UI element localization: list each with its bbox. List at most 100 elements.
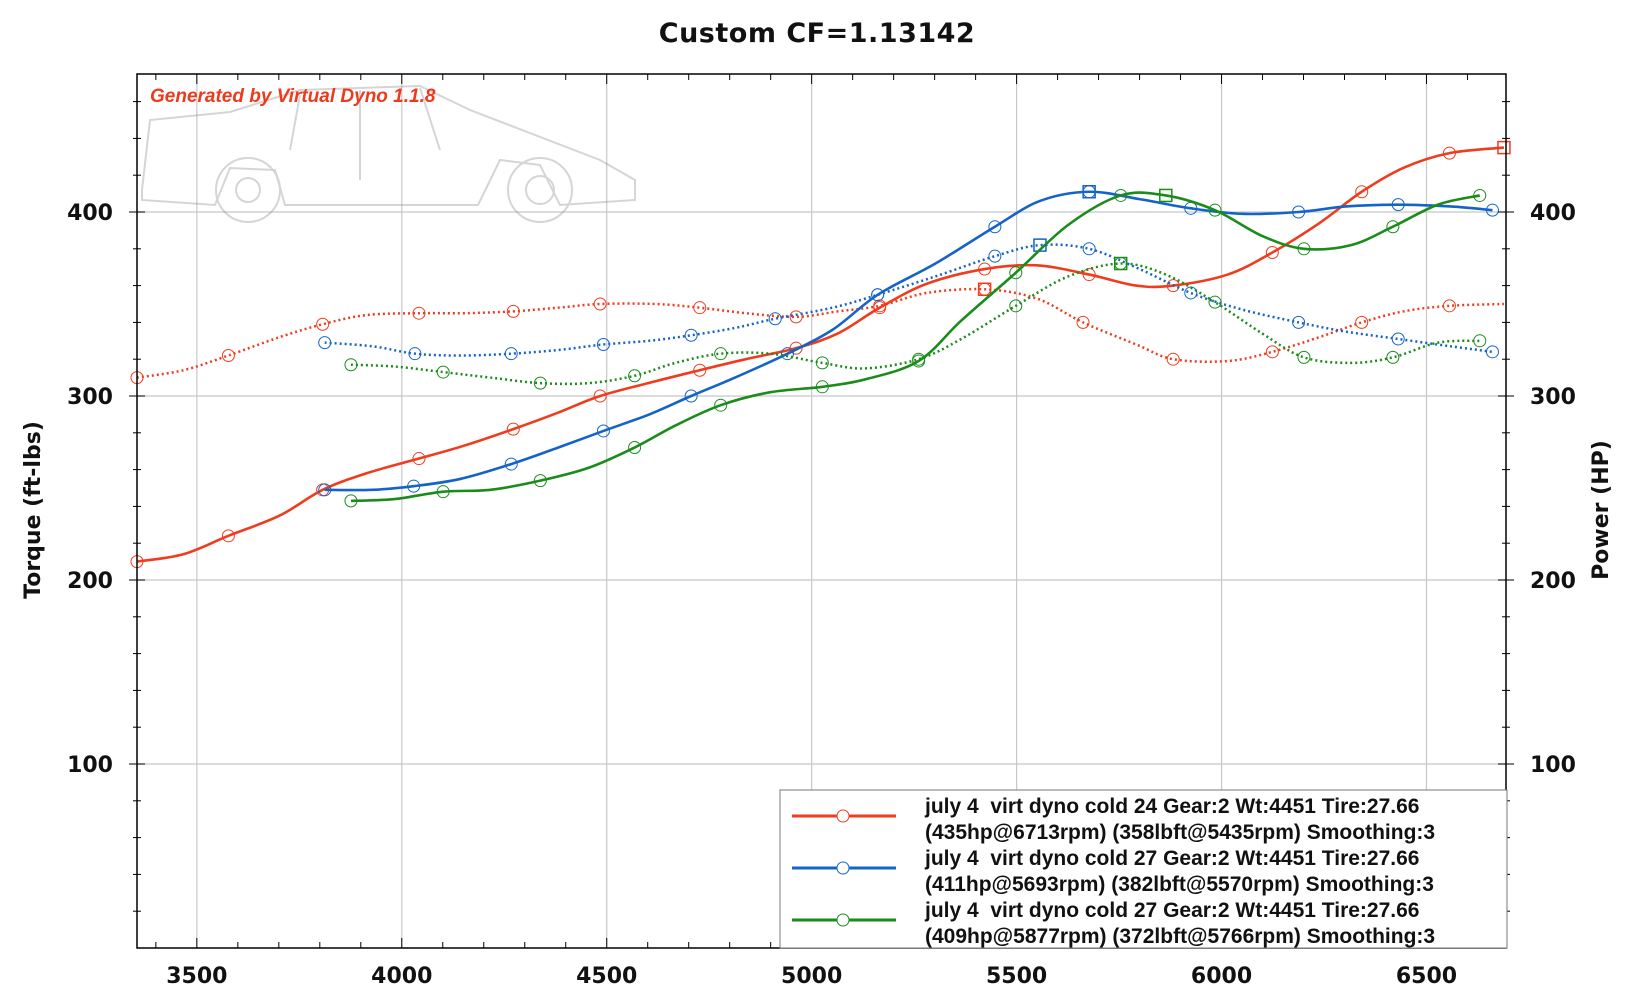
power-point [714, 398, 728, 412]
peak-power-marker [1082, 185, 1096, 199]
torque-point [1208, 295, 1222, 309]
power-point [684, 389, 698, 403]
power-point [1391, 198, 1405, 212]
x-tick-label: 3500 [166, 964, 227, 989]
torque-point [593, 297, 607, 311]
torque-point [1442, 299, 1456, 313]
power-line [350, 191, 1481, 503]
power-point [344, 494, 358, 508]
torque-point [1297, 350, 1311, 364]
torque-line [324, 243, 1493, 357]
power-line [136, 146, 1505, 563]
power-point [1082, 268, 1096, 282]
y-tick-label: 200 [67, 569, 113, 594]
torque-point [1009, 299, 1023, 313]
peak-torque-marker [977, 282, 992, 297]
torque-line [136, 287, 1504, 379]
torque-point [1076, 315, 1090, 329]
legend-marker [836, 913, 850, 927]
legend-summary: (411hp@5693rpm) (382lbft@5570rpm) Smooth… [925, 873, 1434, 896]
torque-point [912, 352, 926, 366]
power-point [221, 529, 235, 543]
torque-point [344, 358, 358, 372]
y2-axis-title: Power (HP) [1589, 440, 1614, 580]
x-tick-label: 6500 [1396, 964, 1457, 989]
watermark-text: Generated by Virtual Dyno 1.1.8 [150, 86, 436, 107]
power-point [596, 424, 610, 438]
torque-point [988, 249, 1002, 263]
y2-tick-label: 300 [1530, 385, 1576, 410]
legend-label: july 4 virt dyno cold 27 Gear:2 Wt:4451 … [924, 899, 1419, 922]
torque-point [693, 301, 707, 315]
torque-point [815, 356, 829, 370]
x-tick-label: 4000 [371, 964, 432, 989]
power-point [780, 347, 794, 361]
car-watermark-image [141, 84, 636, 223]
x-tick-label: 4500 [576, 964, 637, 989]
power-point [988, 220, 1002, 234]
y-axis-title: Torque (ft-lbs) [21, 421, 46, 599]
power-point [1009, 266, 1023, 280]
legend: july 4 virt dyno cold 24 Gear:2 Wt:4451 … [779, 789, 1508, 949]
torque-point [596, 337, 610, 351]
torque-point [1184, 286, 1198, 300]
power-point [407, 479, 421, 493]
legend-summary: (409hp@5877rpm) (372lbft@5766rpm) Smooth… [925, 925, 1435, 948]
y2-tick-label: 100 [1530, 753, 1576, 778]
power-point [1292, 205, 1306, 219]
power-point [1265, 245, 1279, 259]
power-point [1297, 242, 1311, 256]
legend-item: july 4 virt dyno cold 24 Gear:2 Wt:4451 … [792, 795, 1435, 844]
torque-point [1485, 345, 1499, 359]
torque-point [768, 312, 782, 326]
power-point [815, 380, 829, 394]
power-point [504, 457, 518, 471]
torque-point [714, 347, 728, 361]
torque-point [316, 317, 330, 331]
torque-point [1473, 334, 1487, 348]
y2-tick-label: 400 [1530, 201, 1576, 226]
power-point [1114, 188, 1128, 202]
power-point [1355, 185, 1369, 199]
torque-point [1166, 352, 1180, 366]
power-point [1208, 203, 1222, 217]
curves [130, 140, 1511, 569]
y-tick-label: 400 [67, 201, 113, 226]
torque-point [1265, 345, 1279, 359]
torque-point [1082, 242, 1096, 256]
y2-tick-label: 200 [1530, 569, 1576, 594]
torque-point [871, 288, 885, 302]
power-point [1485, 203, 1499, 217]
torque-point [789, 310, 803, 324]
torque-point [504, 347, 518, 361]
legend-label: july 4 virt dyno cold 24 Gear:2 Wt:4451 … [924, 795, 1419, 818]
legend-marker [836, 809, 850, 823]
torque-point [506, 304, 520, 318]
series-3 [344, 188, 1487, 508]
power-point [1473, 188, 1487, 202]
torque-point [412, 306, 426, 320]
legend-summary: (435hp@6713rpm) (358lbft@5435rpm) Smooth… [925, 821, 1435, 844]
torque-point [628, 369, 642, 383]
power-point [1442, 146, 1456, 160]
legend-marker [836, 861, 850, 875]
torque-point [684, 328, 698, 342]
legend-item: july 4 virt dyno cold 27 Gear:2 Wt:4451 … [792, 899, 1435, 948]
peak-torque-marker [1113, 256, 1128, 271]
power-point [693, 363, 707, 377]
torque-point [221, 349, 235, 363]
power-point [533, 474, 547, 488]
torque-point [1386, 350, 1400, 364]
torque-line [350, 262, 1480, 386]
x-tick-label: 5000 [781, 964, 842, 989]
power-point [412, 452, 426, 466]
x-tick-label: 5500 [986, 964, 1047, 989]
x-tick-label: 6000 [1191, 964, 1252, 989]
legend-label: july 4 virt dyno cold 27 Gear:2 Wt:4451 … [924, 847, 1419, 870]
power-line [324, 190, 1493, 492]
torque-point [533, 376, 547, 390]
power-point [628, 441, 642, 455]
y-tick-label: 100 [67, 753, 113, 778]
y-tick-label: 300 [67, 385, 113, 410]
power-point [1166, 279, 1180, 293]
